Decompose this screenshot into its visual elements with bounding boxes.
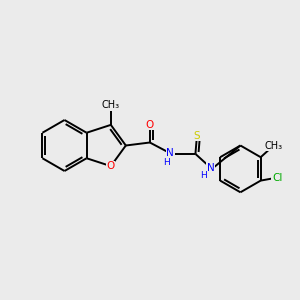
Text: Cl: Cl [272, 172, 282, 183]
Text: S: S [194, 131, 200, 141]
Text: H: H [163, 158, 170, 167]
Text: methyl: methyl [108, 101, 113, 102]
Text: N: N [166, 148, 174, 158]
Text: N: N [207, 163, 214, 173]
Text: CH₃: CH₃ [264, 141, 282, 151]
Text: O: O [146, 119, 154, 130]
Text: O: O [107, 161, 115, 171]
Text: H: H [200, 171, 207, 180]
Text: CH₃: CH₃ [102, 100, 120, 110]
